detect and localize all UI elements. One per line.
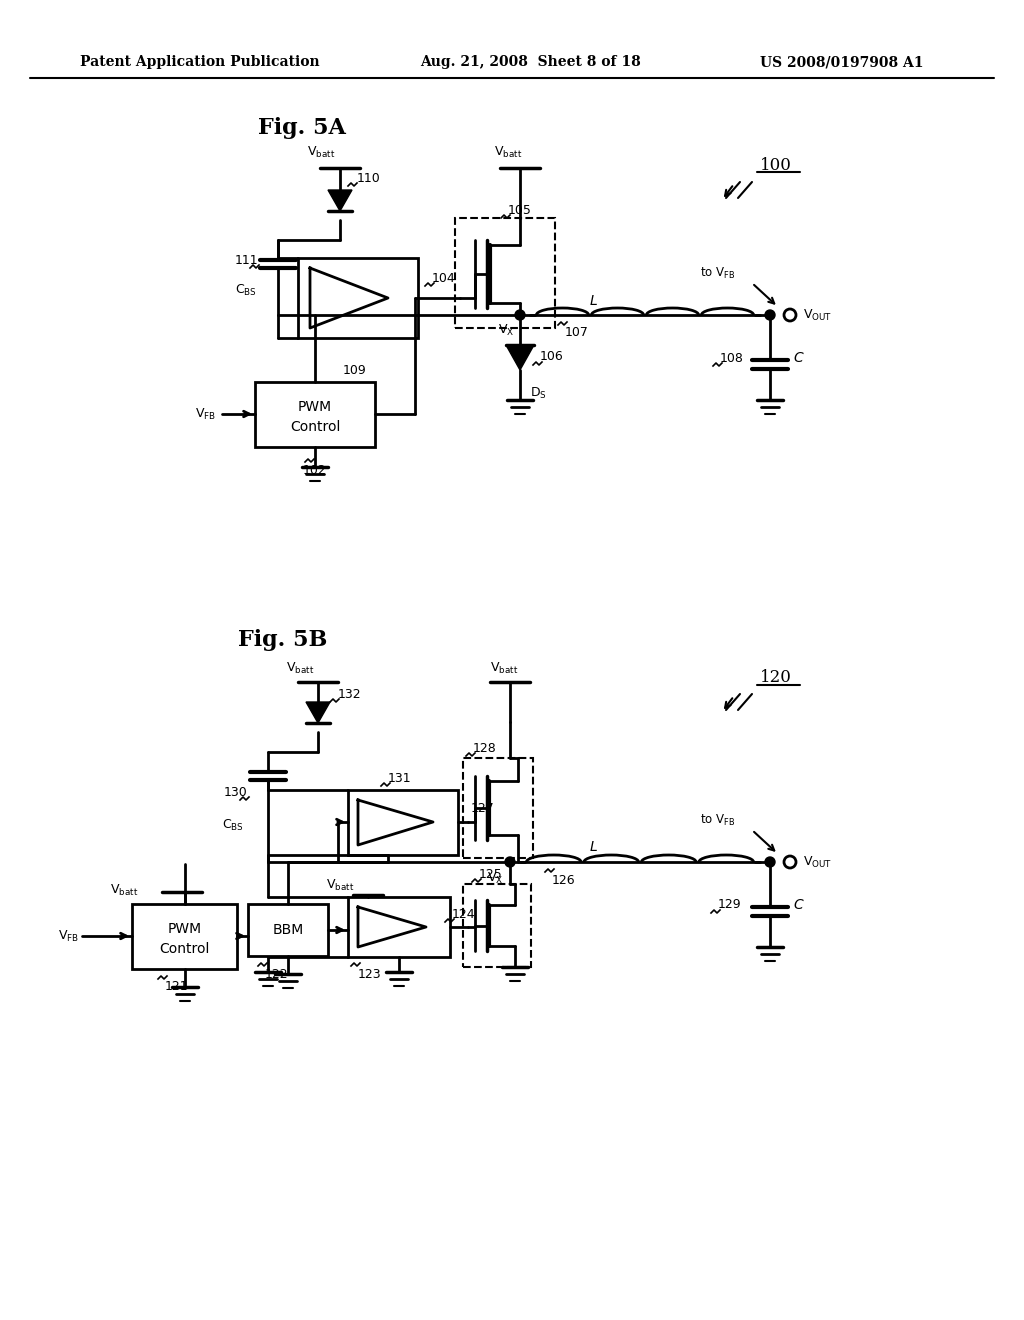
Text: $\mathregular{D_S}$: $\mathregular{D_S}$ [530, 385, 547, 400]
Text: 105: 105 [508, 203, 531, 216]
Text: 128: 128 [473, 742, 497, 755]
Text: $\mathregular{V_X}$: $\mathregular{V_X}$ [498, 322, 514, 338]
Text: to $\mathregular{V_{FB}}$: to $\mathregular{V_{FB}}$ [700, 265, 735, 281]
Bar [248, 904, 328, 956]
Text: 123: 123 [358, 968, 382, 981]
Polygon shape [306, 702, 330, 723]
Text: to $\mathregular{V_{FB}}$: to $\mathregular{V_{FB}}$ [700, 812, 735, 828]
Text: 120: 120 [760, 669, 792, 686]
Text: Fig. 5A: Fig. 5A [258, 117, 346, 139]
Text: 124: 124 [452, 908, 475, 920]
Text: Control: Control [290, 420, 340, 434]
Text: L: L [590, 294, 598, 308]
Text: $\mathregular{V_{OUT}}$: $\mathregular{V_{OUT}}$ [803, 308, 833, 322]
Text: $\mathregular{V_{batt}}$: $\mathregular{V_{batt}}$ [494, 144, 522, 160]
Text: $\mathregular{V_{batt}}$: $\mathregular{V_{batt}}$ [490, 660, 518, 676]
Bar [298, 257, 418, 338]
Text: 129: 129 [718, 899, 741, 912]
Text: $\mathregular{C_{BS}}$: $\mathregular{C_{BS}}$ [234, 282, 257, 297]
Text: Fig. 5B: Fig. 5B [238, 630, 328, 651]
Text: $\mathregular{V_{batt}}$: $\mathregular{V_{batt}}$ [307, 144, 335, 160]
Circle shape [505, 857, 515, 867]
Text: $\mathregular{V_{batt}}$: $\mathregular{V_{batt}}$ [286, 660, 314, 676]
Text: 131: 131 [388, 771, 412, 784]
Text: Patent Application Publication: Patent Application Publication [80, 55, 319, 69]
Text: 104: 104 [432, 272, 456, 285]
Polygon shape [506, 345, 534, 370]
Polygon shape [358, 800, 433, 845]
Text: $\mathregular{V_{FB}}$: $\mathregular{V_{FB}}$ [195, 407, 216, 421]
Circle shape [515, 310, 525, 319]
Text: $\mathregular{V_X}$: $\mathregular{V_X}$ [487, 870, 504, 886]
Text: 108: 108 [720, 351, 743, 364]
Text: Aug. 21, 2008  Sheet 8 of 18: Aug. 21, 2008 Sheet 8 of 18 [420, 55, 641, 69]
Text: C: C [793, 351, 803, 366]
Text: US 2008/0197908 A1: US 2008/0197908 A1 [760, 55, 924, 69]
Text: 110: 110 [357, 172, 381, 185]
Text: PWM: PWM [298, 400, 332, 414]
Text: 130: 130 [224, 785, 248, 799]
Text: 127: 127 [471, 801, 495, 814]
Text: 122: 122 [265, 968, 289, 981]
Text: $\mathregular{V_{batt}}$: $\mathregular{V_{batt}}$ [326, 878, 354, 892]
Bar [463, 884, 531, 968]
Text: 126: 126 [552, 874, 575, 887]
Text: $\mathregular{V_{FB}}$: $\mathregular{V_{FB}}$ [58, 928, 79, 944]
Text: L: L [590, 840, 598, 854]
Text: C: C [793, 898, 803, 912]
Text: 106: 106 [540, 351, 564, 363]
Text: Control: Control [160, 942, 210, 956]
Circle shape [765, 310, 775, 319]
Text: 109: 109 [343, 363, 367, 376]
Text: 107: 107 [565, 326, 589, 339]
Bar [455, 218, 555, 327]
Text: 125: 125 [479, 867, 503, 880]
Text: PWM: PWM [168, 921, 202, 936]
Text: 100: 100 [760, 157, 792, 173]
Bar [348, 789, 458, 855]
Text: 132: 132 [338, 688, 361, 701]
Bar [348, 898, 450, 957]
Text: $\mathregular{C_{BS}}$: $\mathregular{C_{BS}}$ [222, 817, 244, 833]
Bar [463, 758, 534, 858]
Text: 111: 111 [234, 253, 259, 267]
Bar [132, 904, 237, 969]
Circle shape [765, 857, 775, 867]
Text: $\mathregular{V_{OUT}}$: $\mathregular{V_{OUT}}$ [803, 854, 833, 870]
Bar [255, 381, 375, 447]
Text: BBM: BBM [272, 923, 304, 937]
Text: 102: 102 [303, 463, 327, 477]
Polygon shape [310, 268, 388, 327]
Polygon shape [328, 190, 352, 211]
Text: $\mathregular{V_{batt}}$: $\mathregular{V_{batt}}$ [110, 883, 138, 898]
Text: 121: 121 [165, 981, 188, 994]
Polygon shape [358, 907, 426, 946]
